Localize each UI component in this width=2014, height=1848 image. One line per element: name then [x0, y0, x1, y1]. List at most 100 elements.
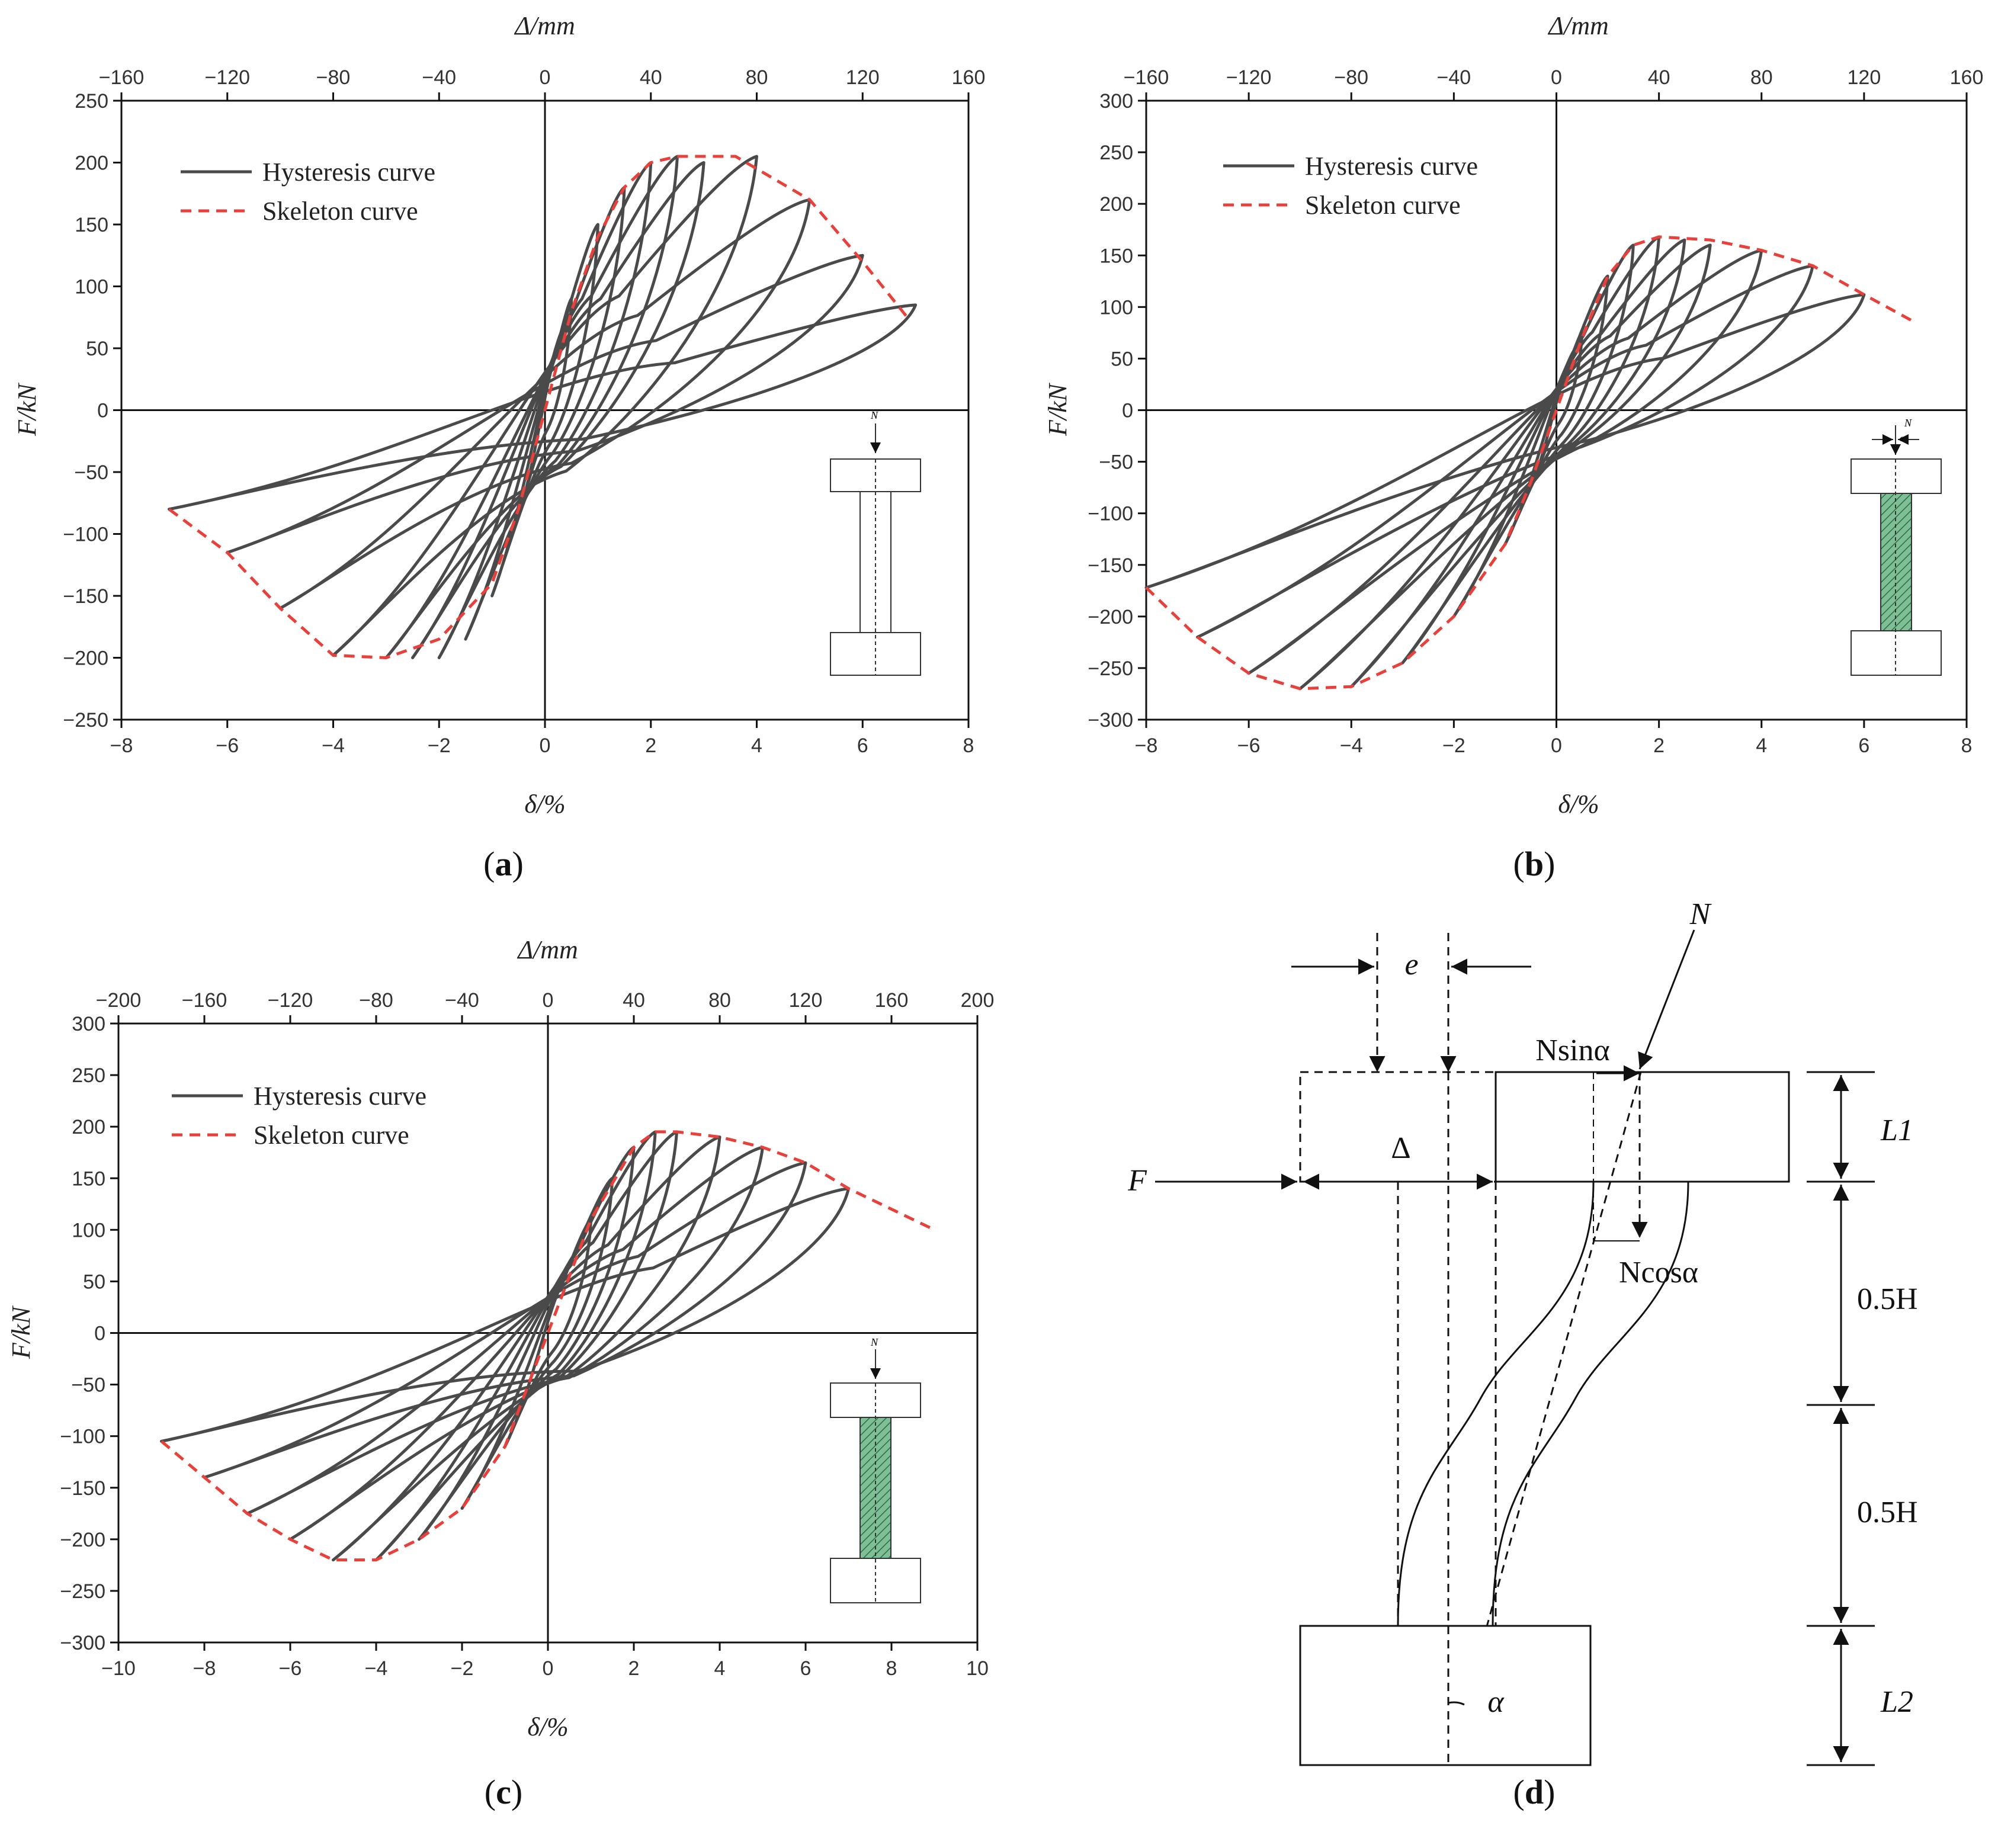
hysteresis-loop	[1298, 243, 1712, 691]
top-tick-label: 40	[640, 66, 662, 89]
hysteresis-loop	[1349, 238, 1686, 688]
chart-panel-a: −8 −6 −4 −2 0 2 4 6 8 −160 −120 −80 −40 0 40 80 120 160 25…	[12, 11, 985, 883]
hysteresis-loop	[490, 223, 599, 598]
x-tick-label: −2	[1442, 734, 1465, 757]
e-label: e	[1404, 948, 1418, 981]
y-tick-label: 100	[72, 1219, 105, 1241]
top-tick-label: −160	[99, 66, 145, 89]
top-tick-label: 120	[1848, 66, 1881, 89]
alpha-arc	[1448, 1701, 1465, 1706]
x-tick-label: −6	[1237, 734, 1261, 757]
top-tick-label: −160	[182, 989, 227, 1012]
x-tick-label: −8	[110, 734, 133, 757]
legend-label-hysteresis-b: Hysteresis curve	[1305, 152, 1478, 181]
top-tick-label: 0	[540, 66, 551, 89]
y-tick-label: 300	[72, 1013, 105, 1035]
y-tick-label: 0	[97, 400, 108, 422]
legend-label-hysteresis-c: Hysteresis curve	[254, 1082, 426, 1111]
hysteresis-loop	[411, 155, 679, 659]
top-tick-label: 80	[1750, 66, 1773, 89]
x-tick-label: −6	[216, 734, 239, 757]
y-tick-label: −150	[60, 1477, 105, 1500]
x-tick-label: 8	[963, 734, 974, 757]
y-tick-label: −50	[1099, 451, 1133, 474]
skeleton-curve	[160, 1130, 935, 1562]
inset-N-label-c: N	[870, 1336, 878, 1348]
y-tick-label: 250	[75, 90, 108, 113]
bottom-block	[1299, 1625, 1592, 1766]
y-tick-label: −250	[1088, 657, 1133, 680]
top-tick-label: 40	[1648, 66, 1670, 89]
H2-label: 0.5H	[1857, 1496, 1918, 1529]
x-axis-label-c: δ/%	[527, 1712, 568, 1741]
top-tick-label: 40	[623, 989, 645, 1012]
y-tick-label: −100	[60, 1426, 105, 1448]
y-tick-label: 150	[72, 1167, 105, 1190]
y-tick-label: −50	[71, 1374, 105, 1397]
y-tick-label: −50	[74, 461, 108, 484]
y-tick-label: −250	[60, 1580, 105, 1603]
top-tick-label: −40	[445, 989, 479, 1012]
y-tick-label: −250	[63, 709, 108, 732]
column-left-edge	[1397, 1181, 1595, 1626]
panel-label-d: (d)	[1513, 1773, 1556, 1811]
y-tick-label: 150	[1099, 245, 1133, 267]
top-tick-label: 120	[789, 989, 823, 1012]
x-tick-label: −4	[322, 734, 345, 757]
top-tick-label: 120	[846, 66, 880, 89]
y-tick-label: 300	[1099, 90, 1133, 113]
specimen-inset-b: N e	[1851, 417, 1942, 676]
x-tick-label: 8	[1961, 734, 1973, 757]
x-tick-label: −2	[451, 1657, 474, 1680]
x-tick-label: 2	[1653, 734, 1665, 757]
x-tick-label: −8	[193, 1657, 216, 1680]
y-tick-label: −100	[63, 524, 108, 546]
x-tick-label: −2	[428, 734, 451, 757]
top-tick-label: −40	[422, 66, 456, 89]
hysteresis-loop	[246, 1146, 764, 1515]
top-tick-label: −120	[204, 66, 250, 89]
y-tick-label: 50	[86, 338, 108, 360]
x-axis-label-b: δ/%	[1558, 790, 1599, 819]
hysteresis-loop	[288, 1135, 721, 1541]
hysteresis-loop	[374, 1130, 657, 1562]
x-tick-label: 2	[628, 1657, 640, 1680]
N-label: N	[1689, 897, 1712, 931]
inset-N-label-a: N	[870, 409, 878, 421]
hysteresis-loop	[1196, 264, 1814, 639]
Nsin-label: Nsinα	[1535, 1034, 1609, 1067]
alpha-label: α	[1487, 1685, 1505, 1719]
delta-label: Δ	[1391, 1131, 1410, 1165]
hysteresis-loop	[203, 1161, 807, 1479]
legend-label-skeleton-a: Skeleton curve	[262, 197, 418, 226]
ticks-a: −8 −6 −4 −2 0 2 4 6 8 −160 −120 −80 −40 0 40 80 120 160 25…	[63, 66, 985, 757]
y-tick-label: 100	[1099, 296, 1133, 319]
y-tick-label: 50	[1111, 348, 1133, 370]
y-tick-label: −300	[1088, 709, 1133, 732]
ticks-c: −10 −8 −6 −4 −2 0 2 4 6 8 10 −200 −160 −120 −80 −40 0 40 8…	[60, 989, 994, 1680]
y-tick-label: −100	[1088, 503, 1133, 525]
top-axis-label-c: Δ/mm	[517, 935, 578, 964]
x-tick-label: −4	[1340, 734, 1363, 757]
panel-label-a: (a)	[483, 845, 524, 883]
chart-panel-b: −8 −6 −4 −2 0 2 4 6 8 −160 −120 −80 −40 0 40 80 120 160 30…	[1043, 11, 1983, 883]
hysteresis-loop	[1401, 235, 1661, 665]
y-tick-label: −300	[60, 1632, 105, 1654]
x-tick-label: −8	[1135, 734, 1158, 757]
x-tick-label: 4	[714, 1657, 726, 1680]
top-axis-label-a: Δ/mm	[514, 11, 575, 40]
y-tick-label: 0	[94, 1323, 105, 1345]
curves-a	[167, 155, 918, 660]
y-tick-label: 200	[75, 152, 108, 175]
top-tick-label: 160	[875, 989, 909, 1012]
x-tick-label: 6	[1858, 734, 1869, 757]
top-tick-label: 80	[708, 989, 731, 1012]
L2-label: L2	[1880, 1685, 1913, 1719]
top-axis-label-b: Δ/mm	[1547, 11, 1609, 40]
y-tick-label: −200	[60, 1529, 105, 1551]
legend-label-hysteresis-a: Hysteresis curve	[262, 158, 435, 187]
H1-label: 0.5H	[1857, 1282, 1918, 1316]
hysteresis-loop	[332, 155, 758, 657]
legend-label-skeleton-c: Skeleton curve	[254, 1121, 409, 1150]
